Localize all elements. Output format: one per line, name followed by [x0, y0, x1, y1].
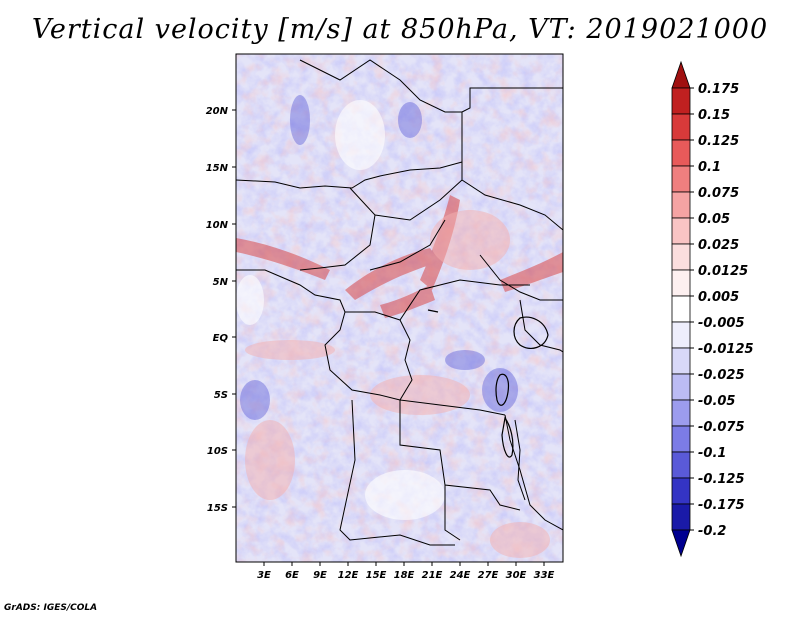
colorbar-segment — [671, 113, 691, 141]
downward-motion-areas — [240, 95, 518, 420]
colorbar-segment — [671, 191, 691, 219]
colorbar-label: -0.125 — [698, 472, 745, 487]
colorbar-segment — [671, 477, 691, 505]
colorbar-segment — [671, 217, 691, 245]
colorbar-label: -0.075 — [698, 420, 745, 435]
lon-label-27e: 27E — [478, 570, 499, 581]
colorbar-label: 0.1 — [698, 160, 721, 175]
colorbar-segment — [671, 165, 691, 193]
colorbar-label: 0.005 — [698, 290, 739, 305]
colorbar-label: 0.0125 — [698, 264, 748, 279]
lon-label-12e: 12E — [338, 570, 359, 581]
grads-credit: GrADS: IGES/COLA — [4, 603, 98, 613]
country-borders — [236, 59, 563, 546]
colorbar: 0.175 0.15 0.125 0.1 0.075 0.05 0.025 0.0125 0.0… — [671, 60, 754, 558]
lakes — [427, 309, 549, 458]
colorbar-segments — [671, 60, 691, 558]
colorbar-segment — [671, 269, 691, 297]
colorbar-label: 0.075 — [698, 186, 739, 201]
map-title: Vertical velocity [m/s] at 850hPa, VT: 2… — [31, 14, 769, 45]
colorbar-segment — [671, 60, 691, 89]
colorbar-label: -0.1 — [698, 446, 726, 461]
lat-label-5n: 5N — [213, 277, 229, 288]
colorbar-label: 0.125 — [698, 134, 739, 149]
lat-label-20n: 20N — [206, 106, 229, 117]
light-upward-areas — [245, 210, 550, 558]
colorbar-segment — [671, 347, 691, 375]
map-frame — [235, 53, 564, 563]
lon-label-24e: 24E — [450, 570, 471, 581]
lon-label-15e: 15E — [366, 570, 387, 581]
longitude-axis: 3E 6E 9E 12E 15E 18E 21E 24E 27E 30E 33E — [257, 562, 555, 581]
lon-label-18e: 18E — [394, 570, 415, 581]
lat-label-5s: 5S — [214, 390, 228, 401]
lon-label-33e: 33E — [534, 570, 555, 581]
colorbar-label: 0.025 — [698, 238, 739, 253]
neutral-areas — [236, 100, 445, 520]
colorbar-segment — [671, 529, 691, 558]
colorbar-segment — [671, 321, 691, 349]
colorbar-label: -0.025 — [698, 368, 745, 383]
lon-label-6e: 6E — [285, 570, 299, 581]
lon-label-3e: 3E — [257, 570, 271, 581]
colorbar-label: -0.0125 — [698, 342, 754, 357]
lon-label-30e: 30E — [506, 570, 527, 581]
colorbar-segment — [671, 87, 691, 115]
colorbar-label: -0.005 — [698, 316, 745, 331]
colorbar-segment — [671, 373, 691, 401]
lon-label-9e: 9E — [313, 570, 327, 581]
colorbar-segment — [671, 243, 691, 271]
lon-label-21e: 21E — [422, 570, 443, 581]
latitude-axis: 20N 15N 10N 5N EQ 5S 10S 15S — [206, 106, 236, 514]
colorbar-segment — [671, 451, 691, 479]
colorbar-segment — [671, 503, 691, 531]
colorbar-label: 0.175 — [698, 82, 739, 97]
lat-label-15s: 15S — [207, 503, 228, 514]
colorbar-segment — [671, 399, 691, 427]
lat-label-10n: 10N — [206, 220, 229, 231]
map-panel — [236, 54, 563, 562]
colorbar-label: -0.05 — [698, 394, 735, 409]
colorbar-segment — [671, 139, 691, 167]
lat-label-15n: 15N — [206, 163, 229, 174]
colorbar-segment — [671, 425, 691, 453]
lat-label-eq: EQ — [213, 333, 229, 344]
colorbar-label: -0.175 — [698, 498, 745, 513]
colorbar-label: 0.05 — [698, 212, 730, 227]
colorbar-label: -0.2 — [698, 524, 726, 539]
colorbar-label: 0.15 — [698, 108, 730, 123]
colorbar-segment — [671, 295, 691, 323]
lat-label-10s: 10S — [207, 446, 228, 457]
colorbar-labels: 0.175 0.15 0.125 0.1 0.075 0.05 0.025 0.0125 0.0… — [690, 82, 754, 539]
